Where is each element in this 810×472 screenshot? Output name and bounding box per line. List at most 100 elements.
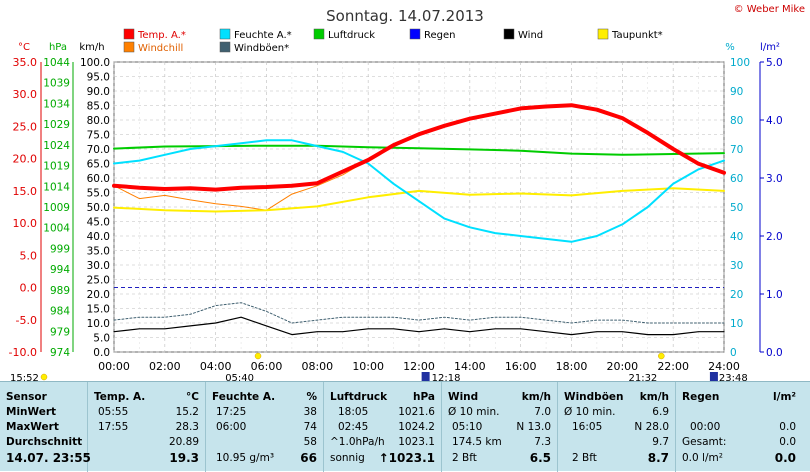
wind-tick-label: 55.0 <box>87 188 110 200</box>
label-avg: Durchschnitt <box>6 436 83 448</box>
hdr-temp-unit: °C <box>186 391 199 403</box>
summary-col-rain: Regen l/m² 00:00 0.0 Gesamt: 0.0 0.0 l/m² 0.… <box>676 382 810 472</box>
time-tick-label: 04:00 <box>200 360 232 373</box>
hum-unit-label: % <box>725 42 735 53</box>
time-tick-label: 10:00 <box>352 360 384 373</box>
temp-min-value: 15.2 <box>175 406 199 418</box>
press-tick-label: 1014 <box>43 181 70 193</box>
legend-swatch <box>313 28 325 40</box>
hdr-temp: Temp. A. <box>94 391 146 403</box>
wind-tick-label: 0.0 <box>93 347 110 359</box>
legend-label: Regen <box>424 30 456 41</box>
temp-max-time: 17:55 <box>98 421 129 433</box>
hum-tick-label: 60 <box>730 173 743 185</box>
series-line-windchill <box>113 159 369 211</box>
hdr-sensor: Sensor <box>6 391 47 403</box>
press-max-time: 02:45 <box>338 421 369 433</box>
press-tick-label: 1019 <box>43 161 70 173</box>
press-tick-label: 999 <box>50 243 70 255</box>
press-tick-label: 994 <box>50 264 70 276</box>
press-tick-label: 1004 <box>43 223 70 235</box>
rain-r2-value: 0.0 <box>779 421 796 433</box>
wind-tick-label: 75.0 <box>87 130 110 142</box>
temp-tick-label: -10.0 <box>9 346 37 359</box>
hdr-rain-unit: l/m² <box>773 391 796 403</box>
rain-unit-label: l/m² <box>760 42 780 53</box>
legend-label: Temp. A.* <box>137 30 186 41</box>
weather-chart: Sonntag. 14.07.2013 © Weber Mike Temp. A… <box>9 4 805 381</box>
wind-tick-label: 80.0 <box>87 115 110 127</box>
chart-title: Sonntag. 14.07.2013 <box>326 7 484 25</box>
legend-swatch <box>123 28 135 40</box>
time-tick-label: 20:00 <box>606 360 638 373</box>
wind-tick-label: 65.0 <box>87 159 110 171</box>
press-tick-label: 974 <box>50 347 70 359</box>
hum-tick-label: 70 <box>730 144 743 156</box>
wind-tick-label: 70.0 <box>87 144 110 156</box>
press-forecast-label: sonnig <box>330 452 365 464</box>
rain-tick-label: 4.0 <box>766 115 783 127</box>
wind-tick-label: 5.0 <box>93 333 110 345</box>
temp-avg-value: 20.89 <box>168 436 199 448</box>
sunrise-label: 05:40 <box>225 373 254 381</box>
legend-label: Luftdruck <box>328 30 375 41</box>
legend-swatch <box>409 28 421 40</box>
legend: Temp. A.* Feuchte A.* Luftdruck Regen Wind Ta… <box>123 28 663 54</box>
wind-tick-label: 45.0 <box>87 217 110 229</box>
summary-col-wind: Wind km/h Ø 10 min. 7.0 05:10 N 13.0 174.5 … <box>442 382 558 472</box>
wind-r1-value: 7.0 <box>534 406 551 418</box>
hum-max-time: 06:00 <box>216 421 247 433</box>
time-tick-label: 08:00 <box>301 360 333 373</box>
temp-tick-label: 10.0 <box>13 217 38 230</box>
time-tick-label: 18:00 <box>556 360 588 373</box>
wind-r3-label: 174.5 km <box>452 436 502 448</box>
hdr-press-unit: hPa <box>413 391 435 403</box>
temp-tick-label: 30.0 <box>13 88 38 101</box>
wind-unit-label: km/h <box>79 42 104 53</box>
wind-r1-label: Ø 10 min. <box>448 406 500 418</box>
wind-tick-label: 85.0 <box>87 101 110 113</box>
series-layer <box>112 103 726 336</box>
time-tick-label: 24:00 <box>708 360 740 373</box>
credit-label: © Weber Mike <box>734 4 805 15</box>
gust-r3-value: 9.7 <box>652 436 669 448</box>
label-max: MaxWert <box>6 421 59 433</box>
temp-now-value: 19.3 <box>169 451 199 465</box>
sunset-icon <box>658 352 665 360</box>
press-max-value: 1024.2 <box>398 421 435 433</box>
press-tick-label: 979 <box>50 326 70 338</box>
wind-tick-label: 15.0 <box>87 304 110 316</box>
wind-now-label: 2 Bft <box>452 452 477 464</box>
summary-col-sensor: Sensor MinWert MaxWert Durchschnitt 14.0… <box>0 382 91 472</box>
hdr-rain: Regen <box>682 391 720 403</box>
press-tick-label: 1034 <box>43 98 70 110</box>
label-now: 14.07. 23:55 <box>6 451 91 465</box>
hum-tick-label: 50 <box>730 202 743 214</box>
hum-min-value: 38 <box>303 406 317 418</box>
wind-tick-label: 95.0 <box>87 72 110 84</box>
gust-r1-value: 6.9 <box>652 406 669 418</box>
rain-tick-label: 0.0 <box>766 347 783 359</box>
sunrise-icon <box>254 352 262 360</box>
hum-tick-label: 30 <box>730 260 743 272</box>
hum-tick-label: 100 <box>730 57 750 69</box>
gust-r1-label: Ø 10 min. <box>564 406 616 418</box>
time-tick-label: 06:00 <box>251 360 283 373</box>
temp-tick-label: 20.0 <box>13 153 38 166</box>
temp-tick-label: 25.0 <box>13 120 38 133</box>
press-avg-value: 1023.1 <box>398 436 435 448</box>
hum-now-value: 66 <box>300 451 317 465</box>
rain-tick-label: 2.0 <box>766 231 783 243</box>
legend-swatch <box>503 28 515 40</box>
series-line-temp-a <box>112 103 726 192</box>
rain-now-value: 0.0 <box>774 451 796 465</box>
hdr-wind-unit: km/h <box>521 391 551 403</box>
moon-label: 23:48 <box>719 373 748 381</box>
sun-markers: 05:40 21:32 12:18 23:48 15:52 <box>10 352 748 381</box>
wind-tick-label: 50.0 <box>87 202 110 214</box>
summary-col-gust: Windböen km/h Ø 10 min. 6.9 16:05 N 28.0 9.… <box>558 382 676 472</box>
time-tick-label: 22:00 <box>657 360 689 373</box>
press-tick-label: 984 <box>50 306 70 318</box>
hum-max-value: 74 <box>303 421 317 433</box>
series-line-feuchte-a <box>113 139 725 243</box>
